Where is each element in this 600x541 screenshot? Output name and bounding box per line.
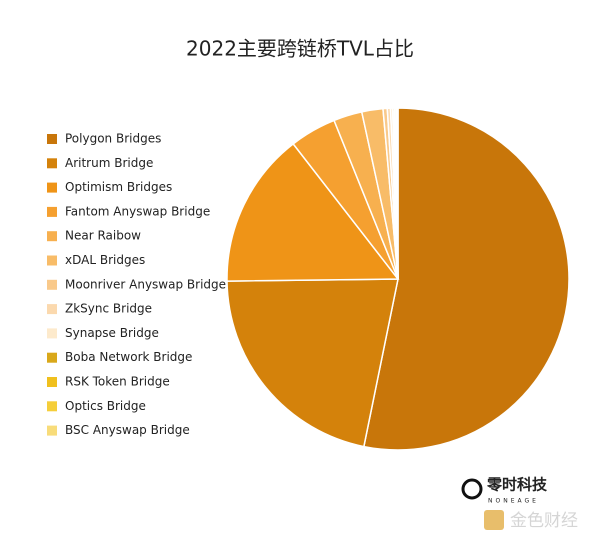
brand-logo: 零时科技 NONEAGE bbox=[461, 476, 548, 505]
legend-swatch bbox=[47, 182, 57, 193]
legend-label: Synapse Bridge bbox=[65, 326, 159, 340]
legend-label: Moonriver Anyswap Bridge bbox=[65, 277, 226, 291]
legend-swatch bbox=[47, 401, 57, 412]
pie-slice bbox=[226, 142, 400, 282]
legend-swatch bbox=[47, 279, 57, 290]
legend-swatch bbox=[47, 328, 57, 339]
legend-swatch bbox=[47, 377, 57, 387]
legend-swatch bbox=[47, 158, 57, 169]
pie-slice bbox=[226, 278, 399, 448]
source-name: 金色财经 bbox=[510, 511, 578, 531]
legend-swatch bbox=[47, 425, 57, 436]
legend-swatch bbox=[47, 304, 57, 315]
legend-label: Near Raibow bbox=[65, 229, 141, 243]
source-logo: 金色财经 bbox=[484, 510, 578, 531]
legend-swatch bbox=[47, 134, 57, 144]
pie-slice bbox=[396, 107, 399, 280]
pie-slice bbox=[362, 107, 570, 451]
legend-label: BSC Anyswap Bridge bbox=[65, 423, 190, 437]
source-icon bbox=[484, 510, 504, 530]
legend-swatch bbox=[47, 206, 57, 217]
brand-icon bbox=[461, 478, 483, 500]
legend-label: RSK Token Bridge bbox=[65, 375, 170, 389]
legend-label: Fantom Anyswap Bridge bbox=[65, 204, 210, 218]
legend-label: xDAL Bridges bbox=[65, 253, 145, 267]
legend-label: ZkSync Bridge bbox=[65, 302, 152, 316]
legend-label: Boba Network Bridge bbox=[65, 350, 192, 364]
legend-swatch bbox=[47, 255, 57, 266]
legend-label: Aritrum Bridge bbox=[65, 156, 153, 170]
legend-label: Polygon Bridges bbox=[65, 132, 161, 146]
legend-label: Optics Bridge bbox=[65, 399, 146, 413]
brand-sub: NONEAGE bbox=[488, 498, 539, 505]
legend-label: Optimism Bridges bbox=[65, 180, 172, 194]
chart-title: 2022主要跨链桥TVL占比 bbox=[186, 37, 414, 61]
legend-swatch bbox=[47, 352, 57, 363]
brand-name: 零时科技 bbox=[486, 476, 548, 494]
legend-swatch bbox=[47, 231, 57, 242]
